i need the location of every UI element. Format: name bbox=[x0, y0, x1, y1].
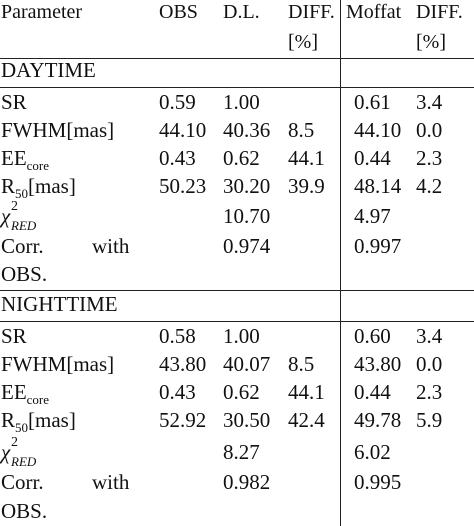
param-main: EE bbox=[1, 146, 27, 170]
param-tail: [mas] bbox=[28, 408, 76, 432]
header-moffat: Moffat bbox=[346, 1, 402, 23]
cell-corr-b: with bbox=[92, 470, 130, 494]
header-parameter: Parameter bbox=[1, 1, 83, 23]
cell-corr-c: OBS. bbox=[1, 499, 48, 523]
cell-diff2: 3.4 bbox=[416, 324, 443, 348]
cell-corr-a: Corr. bbox=[1, 470, 44, 494]
cell-param: FWHM[mas] bbox=[1, 352, 115, 376]
cell-moffat: 0.60 bbox=[354, 324, 391, 348]
cell-obs: 0.43 bbox=[159, 380, 196, 404]
cell-dl: 8.27 bbox=[223, 440, 260, 464]
section-title-daytime: DAYTIME bbox=[1, 58, 96, 82]
cell-moffat: 49.78 bbox=[354, 408, 402, 432]
cell-dl: 0.982 bbox=[223, 470, 271, 494]
cell-diff2: 2.3 bbox=[416, 380, 443, 404]
cell-param: R50[mas] bbox=[1, 408, 76, 440]
cell-dl: 0.62 bbox=[223, 146, 260, 170]
cell-moffat: 0.997 bbox=[354, 234, 402, 258]
param-tail: [mas] bbox=[28, 174, 76, 198]
cell-moffat: 0.44 bbox=[354, 146, 391, 170]
cell-dl: 0.974 bbox=[223, 234, 271, 258]
cell-diff: 44.1 bbox=[288, 380, 325, 404]
param-subscript: 50 bbox=[15, 420, 29, 435]
cell-dl: 10.70 bbox=[223, 204, 271, 228]
cell-moffat: 44.10 bbox=[354, 118, 402, 142]
cell-dl: 30.50 bbox=[223, 408, 271, 432]
chi-superscript: 2 bbox=[11, 435, 18, 450]
cell-obs: 50.23 bbox=[159, 174, 207, 198]
cell-moffat: 43.80 bbox=[354, 352, 402, 376]
cell-diff2: 0.0 bbox=[416, 118, 443, 142]
cell-diff: 8.5 bbox=[288, 118, 315, 142]
cell-param-chi: χ 2 RED bbox=[1, 435, 36, 469]
cell-param: SR bbox=[1, 90, 27, 114]
cell-corr-c: OBS. bbox=[1, 262, 48, 286]
header-diff2: DIFF. bbox=[416, 1, 463, 23]
column-separator bbox=[340, 0, 341, 526]
param-main: EE bbox=[1, 380, 27, 404]
cell-obs: 52.92 bbox=[159, 408, 207, 432]
cell-dl: 40.07 bbox=[223, 352, 271, 376]
cell-diff2: 0.0 bbox=[416, 352, 443, 376]
rule-header bbox=[0, 58, 474, 59]
cell-diff: 39.9 bbox=[288, 174, 325, 198]
cell-corr-b: with bbox=[92, 234, 130, 258]
chi-symbol: χ bbox=[1, 440, 11, 464]
chi-superscript: 2 bbox=[11, 199, 18, 214]
cell-diff: 44.1 bbox=[288, 146, 325, 170]
cell-diff: 42.4 bbox=[288, 408, 325, 432]
cell-moffat: 0.995 bbox=[354, 470, 402, 494]
rule-daytime bbox=[0, 87, 474, 88]
cell-diff2: 4.2 bbox=[416, 174, 443, 198]
cell-diff: 8.5 bbox=[288, 352, 315, 376]
cell-param: SR bbox=[1, 324, 27, 348]
header-diff2-unit: [%] bbox=[416, 31, 446, 53]
cell-obs: 44.10 bbox=[159, 118, 207, 142]
cell-diff2: 5.9 bbox=[416, 408, 443, 432]
header-diff: DIFF. bbox=[288, 1, 335, 23]
cell-dl: 30.20 bbox=[223, 174, 271, 198]
section-title-nighttime: NIGHTTIME bbox=[1, 292, 118, 316]
header-dl: D.L. bbox=[223, 1, 260, 23]
rule-section-break bbox=[0, 290, 474, 291]
cell-param: FWHM[mas] bbox=[1, 118, 115, 142]
cell-diff2: 2.3 bbox=[416, 146, 443, 170]
chi-symbol: χ bbox=[1, 204, 11, 228]
cell-corr-a: Corr. bbox=[1, 234, 44, 258]
cell-dl: 0.62 bbox=[223, 380, 260, 404]
cell-obs: 0.58 bbox=[159, 324, 196, 348]
cell-moffat: 0.44 bbox=[354, 380, 391, 404]
cell-dl: 1.00 bbox=[223, 90, 260, 114]
cell-param: R50[mas] bbox=[1, 174, 76, 206]
param-subscript: core bbox=[26, 392, 50, 407]
cell-param-chi: χ 2 RED bbox=[1, 199, 36, 233]
cell-moffat: 48.14 bbox=[354, 174, 402, 198]
cell-param: EEcore bbox=[1, 146, 49, 178]
cell-dl: 40.36 bbox=[223, 118, 271, 142]
cell-obs: 43.80 bbox=[159, 352, 207, 376]
header-diff-unit: [%] bbox=[288, 31, 318, 53]
cell-obs: 0.43 bbox=[159, 146, 196, 170]
header-obs: OBS bbox=[159, 1, 198, 23]
cell-moffat: 0.61 bbox=[354, 90, 391, 114]
cell-diff2: 3.4 bbox=[416, 90, 443, 114]
cell-moffat: 4.97 bbox=[354, 204, 391, 228]
rule-nighttime bbox=[0, 321, 474, 322]
param-subscript: core bbox=[26, 158, 50, 173]
param-subscript: 50 bbox=[15, 186, 29, 201]
cell-moffat: 6.02 bbox=[354, 440, 391, 464]
cell-param: EEcore bbox=[1, 380, 49, 412]
cell-dl: 1.00 bbox=[223, 324, 260, 348]
chi-subscript: RED bbox=[11, 218, 37, 233]
chi-subscript: RED bbox=[11, 454, 37, 469]
param-main: R bbox=[1, 408, 16, 432]
cell-obs: 0.59 bbox=[159, 90, 196, 114]
param-main: R bbox=[1, 174, 16, 198]
